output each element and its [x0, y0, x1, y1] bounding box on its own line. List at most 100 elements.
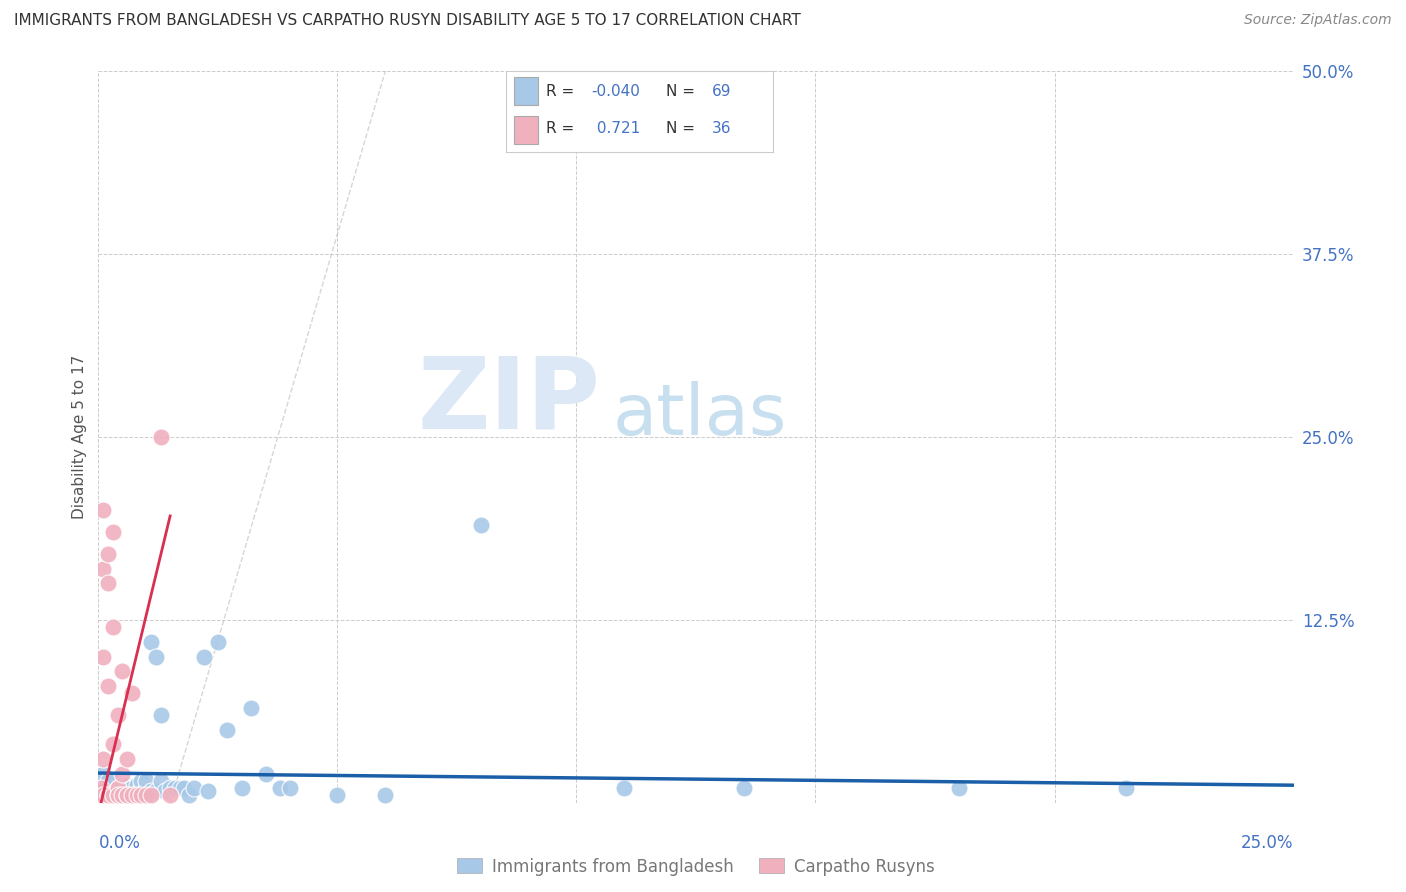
Point [91, 503, 114, 517]
Point [115, 789, 138, 803]
Text: IMMIGRANTS FROM BANGLADESH VS CARPATHO RUSYN DISABILITY AGE 5 TO 17 CORRELATION : IMMIGRANTS FROM BANGLADESH VS CARPATHO R… [14, 13, 801, 29]
Point [169, 781, 191, 796]
Point [111, 789, 134, 803]
Point [97, 576, 120, 591]
Y-axis label: Disability Age 5 to 17: Disability Age 5 to 17 [72, 355, 87, 519]
Point [91, 752, 114, 766]
Point [1115, 781, 1137, 796]
Point [326, 789, 349, 803]
Text: atlas: atlas [613, 381, 787, 450]
Point [207, 635, 229, 649]
Point [135, 784, 157, 798]
Point [135, 773, 157, 788]
Point [733, 781, 755, 796]
Point [107, 789, 129, 803]
Text: ZIP: ZIP [418, 352, 600, 449]
Point [145, 784, 167, 798]
Point [125, 789, 148, 803]
Point [90, 781, 112, 796]
Point [135, 789, 157, 803]
Point [107, 781, 129, 796]
Point [91, 789, 114, 803]
Point [121, 686, 143, 700]
Point [278, 781, 301, 796]
Point [173, 781, 195, 796]
Point [155, 784, 177, 798]
Point [374, 789, 396, 803]
Point [125, 778, 148, 792]
Text: 0.0%: 0.0% [98, 834, 141, 852]
Text: Source: ZipAtlas.com: Source: ZipAtlas.com [1244, 13, 1392, 28]
Point [111, 766, 134, 780]
Point [131, 781, 153, 796]
Point [139, 789, 162, 803]
Point [269, 781, 291, 796]
Point [107, 708, 129, 723]
Point [107, 784, 129, 798]
Point [193, 649, 215, 664]
Point [145, 649, 167, 664]
Point [107, 789, 129, 803]
Point [179, 789, 201, 803]
FancyBboxPatch shape [515, 116, 538, 144]
Point [111, 781, 134, 796]
Point [115, 752, 138, 766]
Legend: Immigrants from Bangladesh, Carpatho Rusyns: Immigrants from Bangladesh, Carpatho Rus… [450, 851, 942, 882]
Point [101, 789, 124, 803]
Point [107, 789, 129, 803]
Point [97, 789, 120, 803]
Text: N =: N = [666, 84, 700, 98]
Point [115, 778, 138, 792]
Point [107, 789, 129, 803]
Point [613, 781, 636, 796]
Point [125, 784, 148, 798]
Point [197, 784, 219, 798]
Text: -0.040: -0.040 [592, 84, 641, 98]
Point [125, 789, 148, 803]
Point [115, 789, 138, 803]
Point [139, 635, 162, 649]
Point [131, 773, 153, 788]
FancyBboxPatch shape [515, 77, 538, 105]
Point [101, 620, 124, 634]
Point [111, 778, 134, 792]
Point [91, 766, 114, 780]
Text: 0.721: 0.721 [592, 121, 640, 136]
Point [90, 781, 112, 796]
Point [89, 789, 111, 803]
Point [121, 781, 143, 796]
Point [217, 723, 239, 737]
Point [107, 781, 129, 796]
Point [97, 789, 120, 803]
Point [89, 784, 111, 798]
Point [111, 781, 134, 796]
Point [111, 789, 134, 803]
Point [111, 664, 134, 678]
Point [101, 789, 124, 803]
Point [97, 547, 120, 561]
Point [121, 781, 143, 796]
Text: N =: N = [666, 121, 700, 136]
Point [139, 784, 162, 798]
Point [101, 784, 124, 798]
Point [115, 789, 138, 803]
Text: 36: 36 [711, 121, 731, 136]
Point [101, 737, 124, 751]
Point [97, 773, 120, 788]
Text: 69: 69 [711, 84, 731, 98]
Point [111, 784, 134, 798]
Point [240, 700, 263, 714]
Point [101, 525, 124, 540]
Point [183, 781, 205, 796]
Point [91, 781, 114, 796]
Point [121, 789, 143, 803]
Point [149, 773, 172, 788]
Point [97, 789, 120, 803]
Point [91, 649, 114, 664]
Point [115, 784, 138, 798]
Text: R =: R = [546, 121, 579, 136]
Point [231, 781, 253, 796]
Point [97, 784, 120, 798]
Point [470, 517, 492, 532]
Point [131, 789, 153, 803]
